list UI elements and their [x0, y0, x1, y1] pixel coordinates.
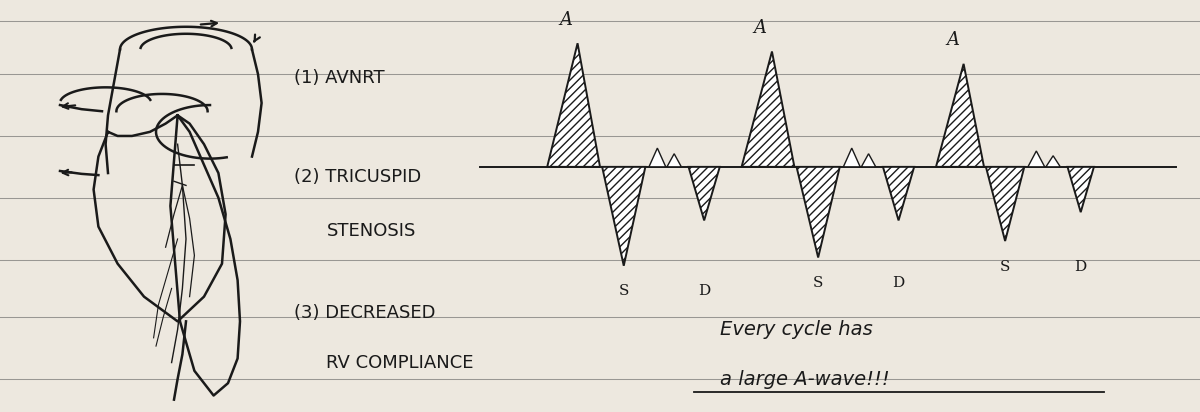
Text: (2) TRICUSPID: (2) TRICUSPID [294, 168, 421, 186]
Polygon shape [936, 64, 984, 167]
Polygon shape [667, 154, 682, 167]
Text: S: S [1000, 260, 1010, 274]
Text: D: D [893, 276, 905, 290]
Polygon shape [797, 167, 840, 258]
Text: D: D [698, 284, 710, 298]
Polygon shape [844, 148, 860, 167]
Text: a large A-wave!!!: a large A-wave!!! [720, 370, 889, 389]
Text: A: A [559, 11, 572, 29]
Polygon shape [883, 167, 914, 220]
Text: (1) AVNRT: (1) AVNRT [294, 69, 385, 87]
Polygon shape [689, 167, 720, 220]
Polygon shape [1028, 151, 1045, 167]
Text: Every cycle has: Every cycle has [720, 320, 872, 339]
Polygon shape [649, 148, 666, 167]
Polygon shape [602, 167, 646, 266]
Text: STENOSIS: STENOSIS [326, 222, 415, 240]
Text: A: A [947, 31, 959, 49]
Polygon shape [862, 154, 876, 167]
Text: RV COMPLIANCE: RV COMPLIANCE [326, 353, 474, 372]
Polygon shape [742, 52, 794, 167]
Text: S: S [812, 276, 823, 290]
Polygon shape [986, 167, 1025, 241]
Text: A: A [754, 19, 767, 37]
Polygon shape [547, 43, 600, 167]
Text: D: D [1074, 260, 1087, 274]
Polygon shape [1046, 156, 1061, 167]
Text: (3) DECREASED: (3) DECREASED [294, 304, 436, 322]
Polygon shape [1068, 167, 1094, 212]
Text: S: S [618, 284, 629, 298]
